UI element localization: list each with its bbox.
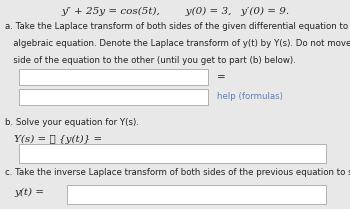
- Text: a. Take the Laplace transform of both sides of the given differential equation t: a. Take the Laplace transform of both si…: [5, 22, 350, 31]
- Text: algebraic equation. Denote the Laplace transform of y(t) by Y(s). Do not move an: algebraic equation. Denote the Laplace t…: [5, 39, 350, 48]
- FancyBboxPatch shape: [19, 89, 208, 104]
- FancyBboxPatch shape: [66, 185, 326, 204]
- Text: b. Solve your equation for Y(s).: b. Solve your equation for Y(s).: [5, 118, 139, 127]
- FancyBboxPatch shape: [19, 144, 326, 163]
- FancyBboxPatch shape: [19, 69, 208, 85]
- Text: help (formulas): help (formulas): [217, 92, 283, 101]
- Text: y(t) =: y(t) =: [14, 188, 44, 197]
- Text: c. Take the inverse Laplace transform of both sides of the previous equation to : c. Take the inverse Laplace transform of…: [5, 168, 350, 177]
- Text: Y(s) = ℒ {y(t)} =: Y(s) = ℒ {y(t)} =: [14, 135, 102, 144]
- Text: y″ + 25y = cos(5t),        y(0) = 3,   y′(0) = 9.: y″ + 25y = cos(5t), y(0) = 3, y′(0) = 9.: [61, 7, 289, 17]
- Text: =: =: [217, 72, 226, 82]
- Text: side of the equation to the other (until you get to part (b) below).: side of the equation to the other (until…: [5, 56, 296, 65]
